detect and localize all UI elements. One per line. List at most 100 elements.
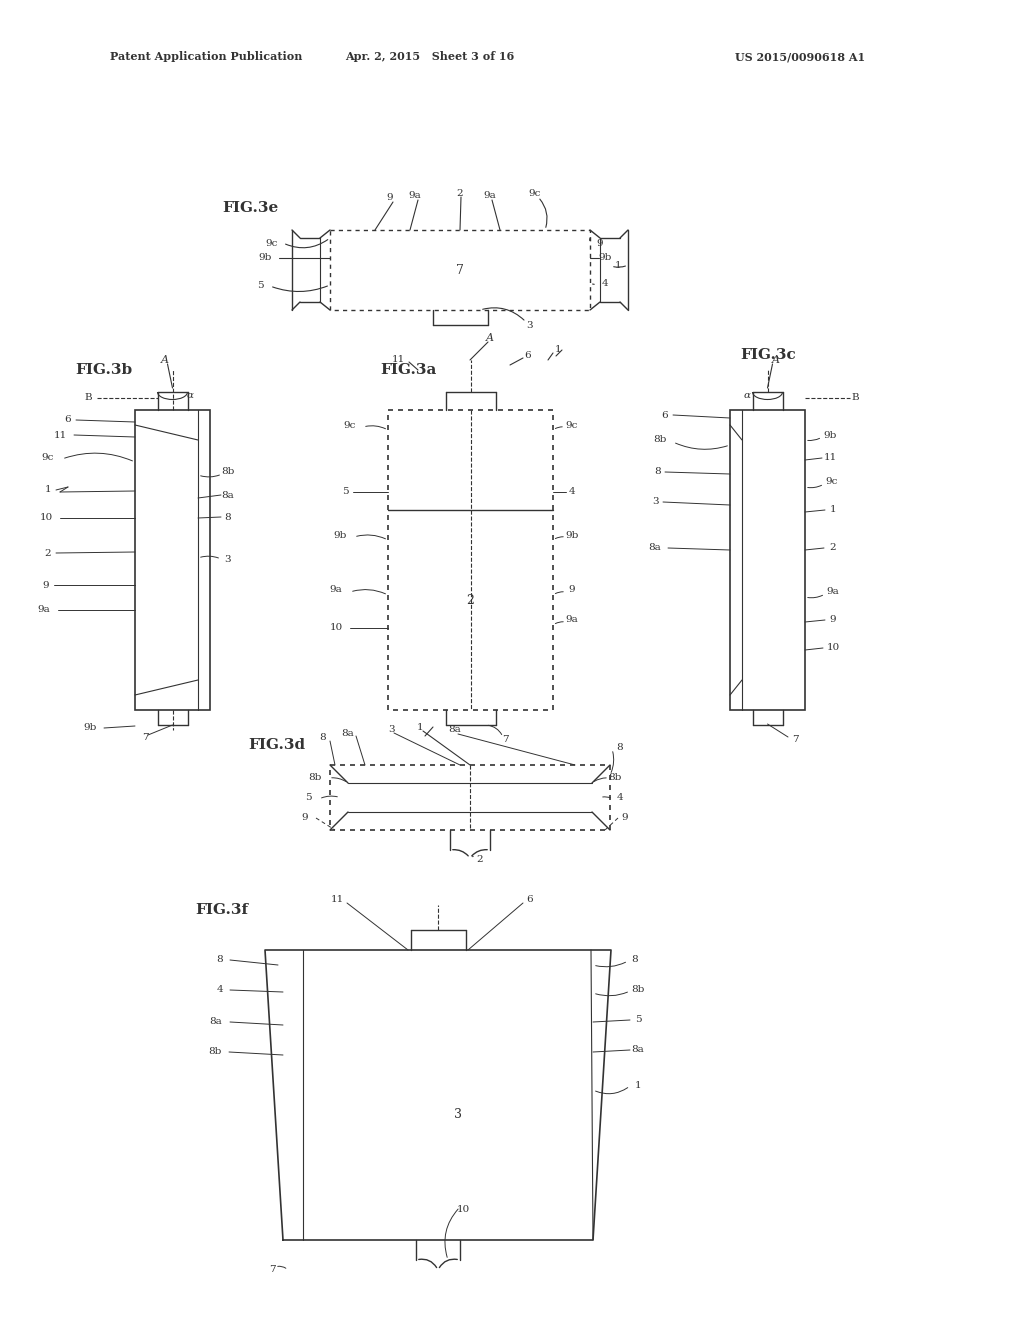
Text: FIG.3d: FIG.3d (248, 738, 305, 752)
Text: 9: 9 (302, 813, 308, 822)
Text: 6: 6 (65, 416, 72, 425)
Text: 11: 11 (823, 454, 837, 462)
Text: 1: 1 (614, 260, 622, 269)
Text: 8a: 8a (221, 491, 234, 499)
Text: 6: 6 (524, 351, 531, 359)
Text: 2: 2 (467, 594, 474, 606)
Text: 9c: 9c (566, 421, 579, 429)
Text: 1: 1 (417, 723, 423, 733)
Text: 11: 11 (331, 895, 344, 904)
Text: 8: 8 (224, 512, 231, 521)
Text: 9: 9 (568, 586, 575, 594)
Text: 7: 7 (141, 734, 148, 742)
Text: 9c: 9c (825, 478, 839, 487)
Text: 9a: 9a (826, 587, 840, 597)
Text: 6: 6 (662, 411, 669, 420)
Text: B: B (84, 393, 92, 403)
Text: 9: 9 (622, 813, 629, 822)
Text: A: A (771, 355, 779, 366)
Text: 3: 3 (389, 726, 395, 734)
Bar (135, 411, 210, 710)
Text: 10: 10 (826, 644, 840, 652)
Bar (330, 766, 610, 830)
Text: FIG.3f: FIG.3f (195, 903, 248, 917)
Text: 4: 4 (217, 986, 223, 994)
Text: 8b: 8b (221, 467, 234, 477)
Text: 1: 1 (829, 506, 837, 515)
Text: 3: 3 (224, 556, 231, 565)
Bar (730, 411, 805, 710)
Text: 1: 1 (555, 346, 561, 355)
Text: 4: 4 (616, 793, 624, 803)
Text: 2: 2 (829, 544, 837, 553)
Text: FIG.3c: FIG.3c (740, 348, 796, 362)
Text: 3: 3 (652, 498, 659, 507)
Text: 8: 8 (632, 956, 638, 965)
Text: 4: 4 (568, 487, 575, 496)
Bar (388, 411, 553, 710)
Text: 8b: 8b (632, 986, 645, 994)
Text: FIG.3a: FIG.3a (380, 363, 436, 378)
Text: FIG.3b: FIG.3b (75, 363, 132, 378)
Text: 4: 4 (602, 279, 608, 288)
Text: 9: 9 (597, 239, 603, 248)
Text: 9c: 9c (344, 421, 356, 429)
Text: 9b: 9b (823, 430, 837, 440)
Text: 8: 8 (319, 734, 327, 742)
Text: 9a: 9a (330, 586, 342, 594)
Text: 5: 5 (257, 281, 263, 289)
Text: 9b: 9b (598, 253, 611, 263)
Text: 9b: 9b (258, 253, 271, 263)
Text: A: A (486, 333, 494, 343)
Text: 8a: 8a (342, 729, 354, 738)
Text: 2: 2 (457, 189, 463, 198)
Text: 9b: 9b (565, 531, 579, 540)
Text: 5: 5 (305, 793, 311, 803)
Text: 3: 3 (454, 1109, 462, 1122)
Text: 9a: 9a (38, 606, 50, 615)
Text: A: A (161, 355, 169, 366)
Text: B: B (851, 393, 859, 403)
Bar (330, 230, 590, 310)
Text: 7: 7 (456, 264, 464, 276)
Text: 5: 5 (635, 1015, 641, 1024)
Text: 8a: 8a (632, 1045, 644, 1055)
Text: 5: 5 (342, 487, 348, 496)
Text: FIG.3e: FIG.3e (222, 201, 279, 215)
Text: 2: 2 (477, 855, 483, 865)
Text: 8a: 8a (449, 726, 462, 734)
Text: 9c: 9c (528, 189, 542, 198)
Text: 10: 10 (330, 623, 343, 632)
Text: Apr. 2, 2015   Sheet 3 of 16: Apr. 2, 2015 Sheet 3 of 16 (345, 51, 515, 62)
Text: Patent Application Publication: Patent Application Publication (110, 51, 302, 62)
Text: 9a: 9a (409, 190, 421, 199)
Text: 9b: 9b (83, 723, 96, 733)
Text: 1: 1 (45, 486, 51, 495)
Text: 9a: 9a (565, 615, 579, 624)
Text: 8a: 8a (648, 544, 662, 553)
Text: 8b: 8b (608, 774, 622, 783)
Text: 1: 1 (635, 1081, 641, 1089)
Text: 9: 9 (43, 581, 49, 590)
Text: 11: 11 (391, 355, 404, 364)
Text: 8: 8 (217, 956, 223, 965)
Text: 8b: 8b (653, 436, 667, 445)
Text: 3: 3 (526, 321, 534, 330)
Text: 8: 8 (616, 743, 624, 752)
Text: 9: 9 (387, 194, 393, 202)
Text: 8b: 8b (208, 1048, 221, 1056)
Text: US 2015/0090618 A1: US 2015/0090618 A1 (735, 51, 865, 62)
Text: 11: 11 (53, 430, 67, 440)
Text: α: α (187, 391, 194, 400)
Text: 9b: 9b (334, 531, 347, 540)
Text: 9c: 9c (266, 239, 279, 248)
Text: 9: 9 (829, 615, 837, 624)
Text: 7: 7 (268, 1266, 275, 1275)
Text: 9c: 9c (42, 454, 54, 462)
Text: 7: 7 (792, 735, 799, 744)
Text: 8a: 8a (210, 1018, 222, 1027)
Text: 10: 10 (457, 1205, 470, 1214)
Text: 8: 8 (654, 467, 662, 477)
Text: 10: 10 (39, 513, 52, 523)
Text: α: α (744, 391, 751, 400)
